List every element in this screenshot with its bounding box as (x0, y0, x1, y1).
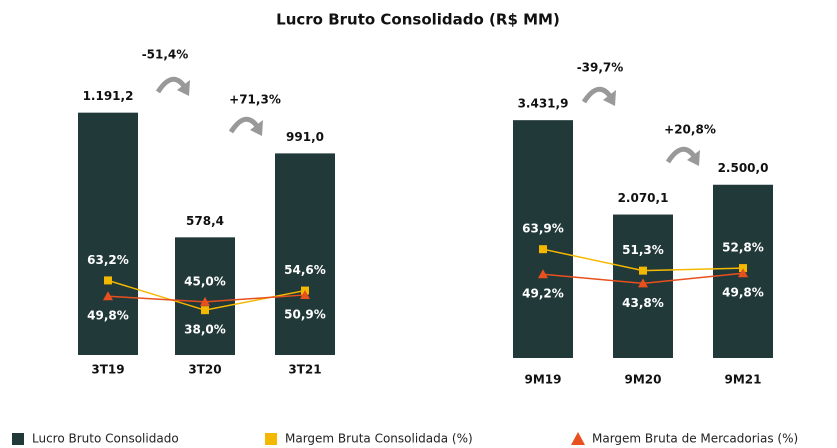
x-tick-label: 3T20 (188, 363, 221, 377)
legend-label: Lucro Bruto Consolidado (32, 432, 179, 446)
annotation: +71,3% (229, 93, 281, 107)
x-tick-label: 3T21 (288, 363, 321, 377)
x-tick-label: 9M21 (725, 373, 762, 387)
line-value-label: 52,8% (722, 241, 764, 255)
annotation: -51,4% (142, 48, 189, 62)
chart-title: Lucro Bruto Consolidado (R$ MM) (276, 11, 560, 29)
curved-arrow (155, 76, 186, 94)
legend-marker (571, 432, 585, 445)
bar (513, 120, 573, 358)
bar-value-label: 2.070,1 (618, 191, 669, 205)
marker (300, 289, 310, 299)
bar-value-label: 2.500,0 (718, 161, 769, 175)
bar (78, 112, 138, 356)
arrow-head (687, 150, 700, 166)
legend-label: Margem Bruta Consolidada (%) (285, 432, 473, 446)
bar-value-label: 991,0 (286, 130, 324, 144)
x-tick-label: 9M20 (625, 373, 662, 387)
line-value-label: 63,9% (522, 222, 564, 236)
arrow-head (177, 80, 190, 96)
legend-marker (265, 433, 277, 445)
marker (738, 268, 748, 278)
marker (200, 296, 210, 306)
curved-arrow (665, 146, 696, 164)
marker (103, 291, 113, 301)
bar (275, 153, 335, 355)
annotation: -39,7% (577, 61, 624, 75)
bar-value-label: 1.191,2 (83, 89, 134, 103)
marker (104, 276, 112, 285)
x-tick-label: 3T19 (91, 363, 124, 377)
line-value-label: 49,2% (522, 287, 564, 301)
arrow-head (603, 90, 616, 106)
curved-arrow (581, 86, 612, 104)
bar-value-label: 578,4 (186, 214, 224, 228)
line-value-label: 49,8% (722, 286, 764, 300)
line-value-label: 49,8% (87, 309, 129, 323)
legend-label: Margem Bruta de Mercadorias (%) (592, 432, 798, 446)
marker (201, 306, 209, 315)
marker (739, 264, 747, 273)
bar (175, 237, 235, 355)
bar-value-label: 3.431,9 (518, 97, 569, 111)
curved-arrow (228, 116, 259, 134)
line-value-label: 63,2% (87, 253, 129, 267)
marker (639, 266, 647, 275)
line-value-label: 51,3% (622, 243, 664, 257)
line-value-label: 50,9% (284, 307, 326, 321)
line-value-label: 54,6% (284, 263, 326, 277)
arrow-head (250, 120, 263, 136)
legend-marker (12, 433, 24, 445)
annotation: +20,8% (664, 123, 716, 137)
marker (538, 269, 548, 279)
line-value-label: 43,8% (622, 296, 664, 310)
line-value-label: 38,0% (184, 323, 226, 337)
marker (539, 245, 547, 254)
line-value-label: 45,0% (184, 274, 226, 288)
marker (638, 278, 648, 288)
x-tick-label: 9M19 (525, 373, 562, 387)
